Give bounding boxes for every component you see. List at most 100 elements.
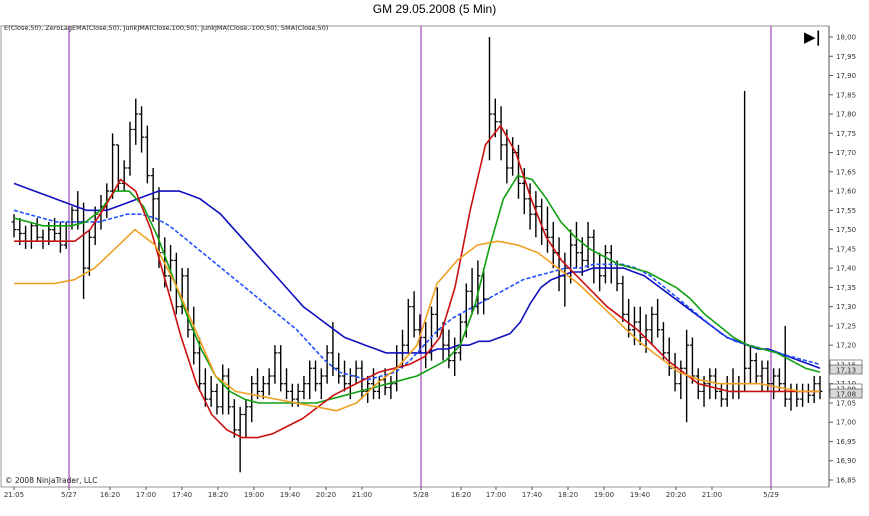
ohlc-bar [179, 268, 185, 315]
ohlc-bar [649, 306, 655, 346]
y-tick-label: 16,85 [836, 477, 856, 485]
y-tick-label: 17,60 [836, 188, 856, 196]
y-tick-label: 17,35 [836, 284, 856, 292]
ohlc-bar [504, 129, 510, 184]
ohlc-bar [214, 383, 220, 415]
x-tick-label: 19:40 [630, 491, 650, 499]
ohlc-bar [208, 375, 214, 407]
ohlc-bar [631, 306, 637, 346]
ohlc-bar [173, 252, 179, 315]
ohlc-bar [226, 368, 232, 415]
ohlc-bar [411, 291, 417, 338]
ohlc-bar [492, 98, 498, 138]
ohlc-bar [231, 399, 237, 438]
y-tick-label: 17,30 [836, 303, 856, 311]
ohlc-bar [585, 221, 591, 269]
ohlc-bar [86, 229, 92, 276]
ohlc-bar [660, 322, 666, 361]
ohlc-bar [371, 368, 377, 400]
ohlc-bar [817, 375, 823, 400]
ohlc-bar [57, 221, 63, 253]
chart-title: GM 29.05.2008 (5 Min) [372, 2, 497, 16]
ohlc-bar [388, 375, 394, 400]
ohlc-bar [353, 360, 359, 384]
ohlc-bar [301, 375, 307, 400]
ohlc-bar [150, 167, 156, 222]
ohlc-bar [11, 214, 17, 238]
ohlc-bar [34, 218, 40, 242]
ohlc-bar [127, 121, 133, 176]
ohlc-bar [452, 337, 458, 376]
ohlc-bar [307, 360, 313, 400]
x-tick-label: 17:00 [136, 491, 156, 499]
ohlc-bar [666, 337, 672, 376]
y-tick-label: 17,50 [836, 226, 856, 234]
ohlc-bar [718, 383, 724, 407]
ohlc-bar [272, 345, 278, 384]
ohlc-bar [527, 183, 533, 230]
ohlc-bar [336, 352, 342, 384]
ohlc-bar [405, 298, 411, 353]
ohlc-bar [121, 160, 127, 192]
y-tick-label: 17,05 [836, 399, 856, 407]
y-tick-label: 17,00 [836, 419, 856, 427]
price-bars [11, 37, 823, 473]
y-tick-label: 17,55 [836, 207, 856, 215]
ohlc-bar [457, 314, 463, 361]
ohlc-bar [475, 260, 481, 315]
price-label-box [829, 364, 863, 375]
ohlc-bar [313, 360, 319, 392]
ohlc-bar [771, 368, 777, 400]
ohlc-bar [342, 360, 348, 392]
x-tick-label: 5/29 [763, 491, 779, 499]
x-tick-label: 19:40 [280, 491, 300, 499]
x-tick-label: 17:40 [172, 491, 192, 499]
y-tick-label: 17,80 [836, 111, 856, 119]
x-tick-label: 5/27 [61, 491, 77, 499]
x-tick-label: 21:05 [4, 491, 24, 499]
x-tick-label: 16:20 [451, 491, 471, 499]
plot-area[interactable] [0, 25, 830, 488]
ohlc-bar [765, 360, 771, 392]
ohlc-bar [544, 206, 550, 253]
ohlc-bar [811, 375, 817, 403]
ohlc-bar [284, 368, 290, 400]
x-tick-label: 19:00 [244, 491, 264, 499]
ohlc-bar [255, 368, 261, 400]
x-tick-label: 5/28 [413, 491, 429, 499]
ohlc-bar [689, 337, 695, 384]
session-separators [68, 26, 772, 487]
x-tick-label: 19:00 [594, 491, 614, 499]
x-tick-label: 17:40 [522, 491, 542, 499]
ohlc-bar [110, 133, 116, 199]
y-axis: 18,00 17,95 17,90 17,85 17,80 17,75 17,70 17,65… [829, 34, 856, 485]
ohlc-bar [133, 98, 139, 145]
ohlc-bar [759, 360, 765, 392]
x-axis: 21:05 5/27 16:20 17:00 17:40 18:20 19:00 19:40 2… [4, 487, 779, 499]
ohlc-bar [168, 245, 174, 292]
x-tick-label: 16:20 [100, 491, 120, 499]
ohlc-bar [278, 345, 284, 392]
y-tick-label: 17,20 [836, 342, 856, 350]
x-tick-label: 18:20 [558, 491, 578, 499]
ohlc-bar [498, 106, 504, 161]
ohlc-bar [573, 221, 579, 269]
play-end-icon[interactable]: ▶| [804, 28, 821, 47]
price-label: 17,13 [836, 367, 856, 375]
ohlc-bar [139, 106, 145, 153]
y-tick-label: 16,90 [836, 457, 856, 465]
ohlc-bar [533, 191, 539, 238]
ohlc-bar [655, 298, 661, 338]
ohlc-bar [753, 352, 759, 384]
ohlc-bar [620, 275, 626, 323]
price-label: 17,08 [836, 391, 856, 399]
y-tick-label: 17,90 [836, 72, 856, 80]
x-tick-label: 20:20 [666, 491, 686, 499]
ohlc-bar [510, 137, 516, 176]
y-tick-label: 16,95 [836, 438, 856, 446]
ohlc-bar [144, 125, 150, 184]
y-tick-label: 17,85 [836, 91, 856, 99]
ohlc-bar [782, 325, 788, 407]
indicator-lines [13, 124, 821, 439]
